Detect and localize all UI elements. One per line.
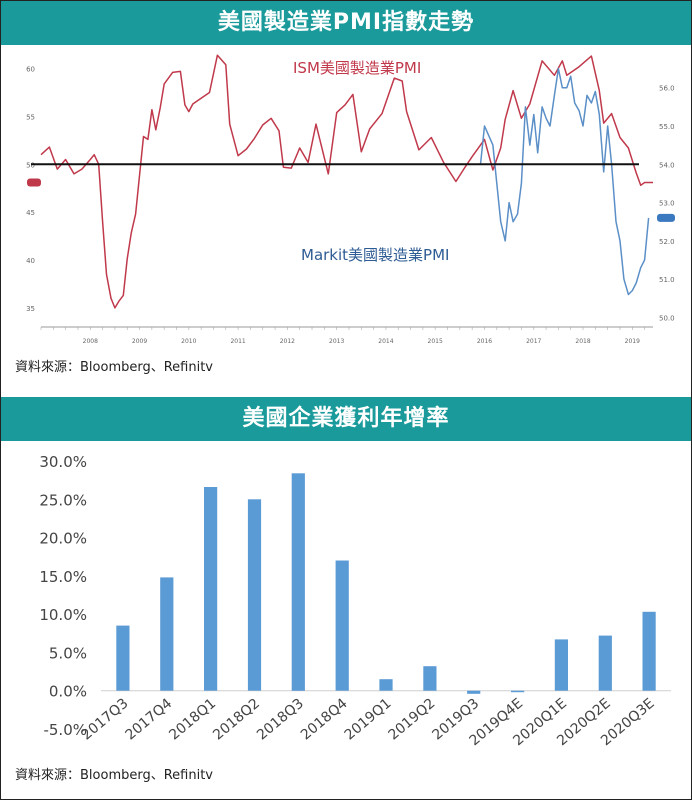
- pmi-right-tick-label: 51.0: [659, 276, 675, 284]
- pmi-right-tick-label: 54.0: [659, 161, 675, 169]
- bar-y-tick-label: 10.0%: [39, 606, 87, 624]
- bar-y-tick-label: 30.0%: [39, 453, 87, 471]
- ism-series-label: ISM美國製造業PMI: [293, 59, 421, 77]
- pmi-x-tick-label: 2009: [132, 338, 147, 345]
- pmi-x-tick-label: 2015: [428, 338, 443, 345]
- pmi-line-chart: 35 40 45 50 55 60 50.0 51.0 52.0 53.0 54.0 55.0 56.0…: [26, 54, 675, 345]
- pmi-x-tick-label: 2019: [625, 338, 640, 345]
- bar-category-label: 2018Q3: [254, 696, 307, 744]
- markit-last-value-marker: [657, 213, 675, 222]
- bar-2018Q3: [291, 473, 305, 691]
- pmi-x-tick-label: 2017: [526, 338, 541, 345]
- pmi-right-tick-label: 56.0: [659, 85, 675, 93]
- bar-2017Q3: [116, 625, 130, 691]
- pmi-left-tick-label: 45: [26, 209, 35, 217]
- bar-category-label: 2018Q2: [210, 696, 263, 744]
- pmi-right-tick-label: 52.0: [659, 238, 675, 246]
- bar-category-label: 2017Q3: [79, 696, 132, 744]
- ism-pmi-line: [40, 54, 653, 309]
- pmi-right-tick-label: 50.0: [659, 314, 675, 322]
- bar-2019Q3: [467, 690, 481, 694]
- bar-2018Q4: [335, 560, 349, 691]
- bar-2018Q1: [204, 487, 218, 691]
- markit-pmi-line: [479, 67, 650, 296]
- bar-2020Q1E: [554, 639, 568, 691]
- pmi-x-tick-label: 2014: [378, 338, 393, 345]
- profit-panel-title: 美國企業獲利年增率: [1, 397, 691, 441]
- bar-y-tick-label: 5.0%: [49, 644, 87, 662]
- pmi-left-tick-label: 50: [26, 161, 35, 169]
- profit-bar-chart: -5.0% 0.0% 5.0% 10.0% 15.0% 20.0% 25.0% 30.0% 20…: [39, 453, 671, 749]
- pmi-x-tick-label: 2018: [575, 338, 590, 345]
- bar-2019Q1: [379, 679, 393, 691]
- pmi-x-tick-label: 2010: [181, 338, 196, 345]
- bar-2019Q4E: [511, 690, 525, 693]
- bar-2019Q2: [423, 666, 437, 691]
- bar-2018Q2: [247, 499, 262, 691]
- bar-y-tick-label: 20.0%: [39, 530, 87, 548]
- pmi-panel-title: 美國製造業PMI指數走勢: [1, 1, 691, 45]
- bar-y-tick-label: 25.0%: [39, 491, 87, 509]
- bar-y-tick-label: -5.0%: [43, 721, 87, 739]
- bar-category-label: 2019Q1: [342, 696, 395, 744]
- pmi-left-tick-label: 55: [26, 113, 35, 121]
- pmi-left-tick-label: 40: [26, 257, 35, 265]
- profit-source-note: 資料來源：Bloomberg、Refinitv: [15, 768, 213, 783]
- pmi-x-tick-label: 2012: [280, 338, 295, 345]
- pmi-left-tick-label: 60: [26, 66, 35, 74]
- bar-category-label: 2017Q4: [122, 695, 175, 743]
- pmi-x-tick-label: 2016: [477, 338, 492, 345]
- pmi-left-tick-label: 35: [26, 305, 35, 313]
- pmi-right-tick-label: 53.0: [659, 200, 675, 208]
- pmi-x-tick-label: 2011: [230, 338, 245, 345]
- bar-category-label: 2018Q4: [298, 695, 351, 743]
- bar-category-label: 2019Q2: [386, 696, 439, 744]
- pmi-source-note: 資料來源：Bloomberg、Refinitv: [15, 360, 213, 375]
- pmi-right-tick-label: 55.0: [659, 123, 675, 131]
- bar-category-label: 2018Q1: [166, 696, 219, 744]
- pmi-x-tick-label: 2008: [83, 338, 98, 345]
- bar-2017Q4: [160, 577, 174, 691]
- bar-y-tick-label: 0.0%: [49, 683, 87, 701]
- bar-2020Q2E: [598, 635, 612, 691]
- bar-2020Q3E: [642, 611, 656, 691]
- bar-y-tick-label: 15.0%: [39, 568, 87, 586]
- markit-series-label: Markit美國製造業PMI: [301, 246, 449, 264]
- pmi-x-tick-label: 2013: [329, 338, 344, 345]
- ism-last-value-marker: [27, 178, 41, 187]
